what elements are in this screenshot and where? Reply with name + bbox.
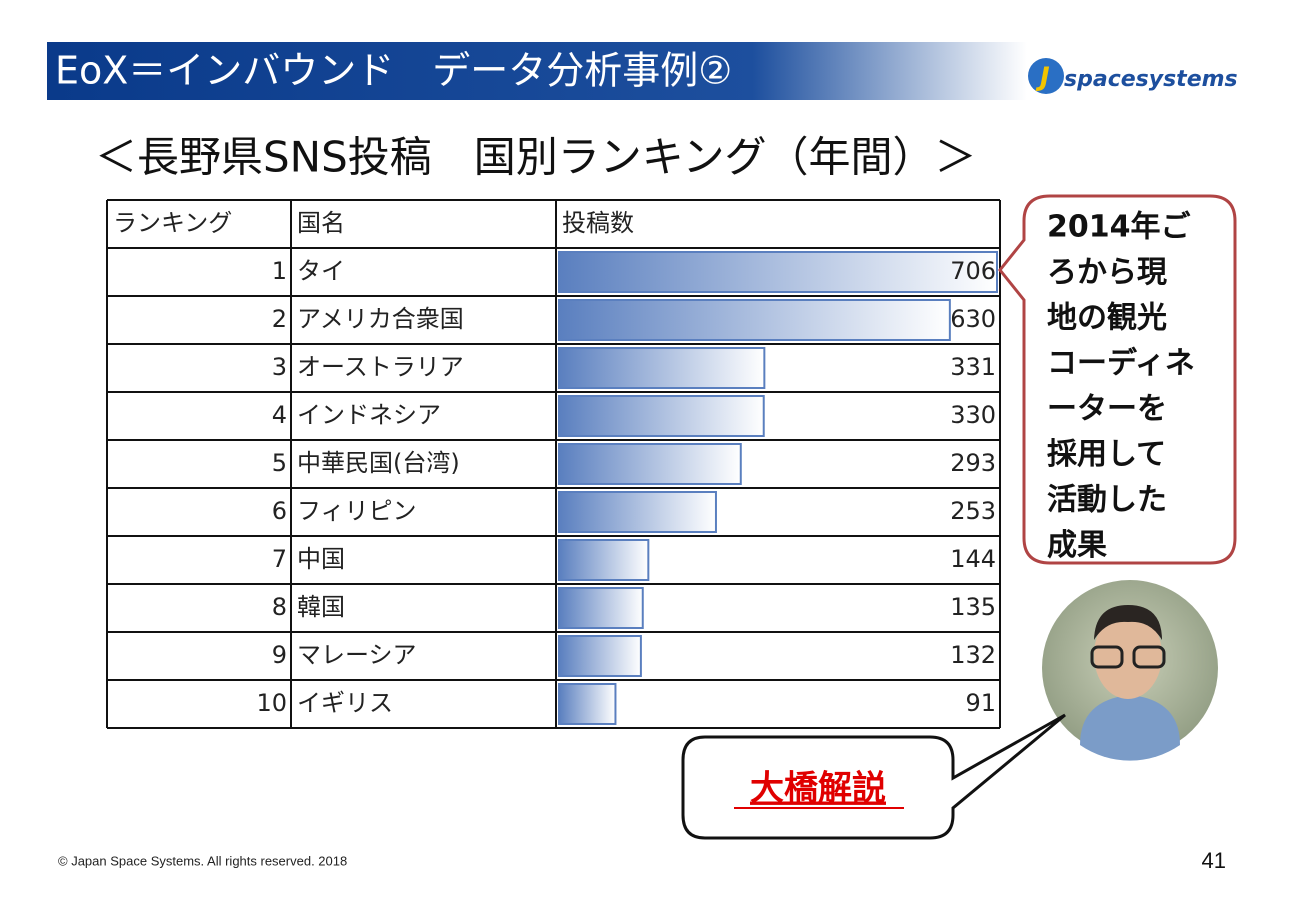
callout-line: 地の観光 [1047,301,1167,336]
data-bar [558,443,742,485]
photo-glasses [1132,645,1166,669]
data-bar [558,251,998,293]
post-count: 330 [950,401,996,429]
logo-icon [1028,58,1064,94]
column-header: 国名 [297,209,345,237]
post-count: 706 [950,257,996,285]
data-bar [558,539,650,581]
rank: 3 [272,353,287,381]
rank: 2 [272,305,287,333]
photo-face [1094,611,1162,699]
country: タイ [297,257,345,285]
logo-text: spacesystems [1064,67,1238,92]
data-bar [558,587,644,629]
title-bar [47,42,1027,100]
data-bar [558,491,717,533]
post-count: 144 [950,545,996,573]
post-count: 253 [950,497,996,525]
page-number: 41 [1202,848,1226,873]
country: フィリピン [297,497,417,525]
country: イギリス [297,689,393,717]
post-count: 630 [950,305,996,333]
country: インドネシア [297,401,441,429]
rank: 4 [272,401,287,429]
post-count: 293 [950,449,996,477]
country: マレーシア [297,641,417,669]
rank: 5 [272,449,287,477]
photo-glasses [1090,645,1124,669]
photo-shirt [1080,695,1180,761]
callout-line: ーターを [1047,392,1167,427]
country: 中国 [297,545,345,573]
post-count: 135 [950,593,996,621]
callout-line: 成果 [1047,528,1107,563]
data-bar [558,683,617,725]
callout-line: 活動した [1047,483,1167,518]
rank: 8 [272,593,287,621]
callout-line: ろから現 [1047,255,1167,290]
data-bar [558,395,765,437]
data-bar [558,347,766,389]
data-bar [558,299,951,341]
photo-hair [1094,605,1162,640]
callout-box [998,194,1237,565]
data-bar [558,635,642,677]
rank: 6 [272,497,287,525]
country: 中華民国(台湾) [297,449,460,477]
rank: 10 [256,689,287,717]
country: 韓国 [297,593,345,621]
subtitle: ＜長野県SNS投稿 国別ランキング（年間）＞ [95,133,976,182]
copyright: © Japan Space Systems. All rights reserv… [58,853,347,868]
column-header: ランキング [113,209,232,237]
post-count: 132 [950,641,996,669]
callout-line: 採用して [1047,437,1166,472]
column-header: 投稿数 [562,209,634,237]
rank: 1 [272,257,287,285]
speech-text: 大橋解説 [750,769,886,809]
post-count: 331 [950,353,996,381]
post-count: 91 [965,689,996,717]
rank: 9 [272,641,287,669]
callout-line: 2014年ご [1047,210,1191,245]
country: オーストラリア [297,353,464,381]
rank: 7 [272,545,287,573]
callout-line: コーディネ [1047,346,1195,381]
country: アメリカ合衆国 [297,305,464,333]
title: EoX＝インバウンド データ分析事例② [55,49,732,93]
